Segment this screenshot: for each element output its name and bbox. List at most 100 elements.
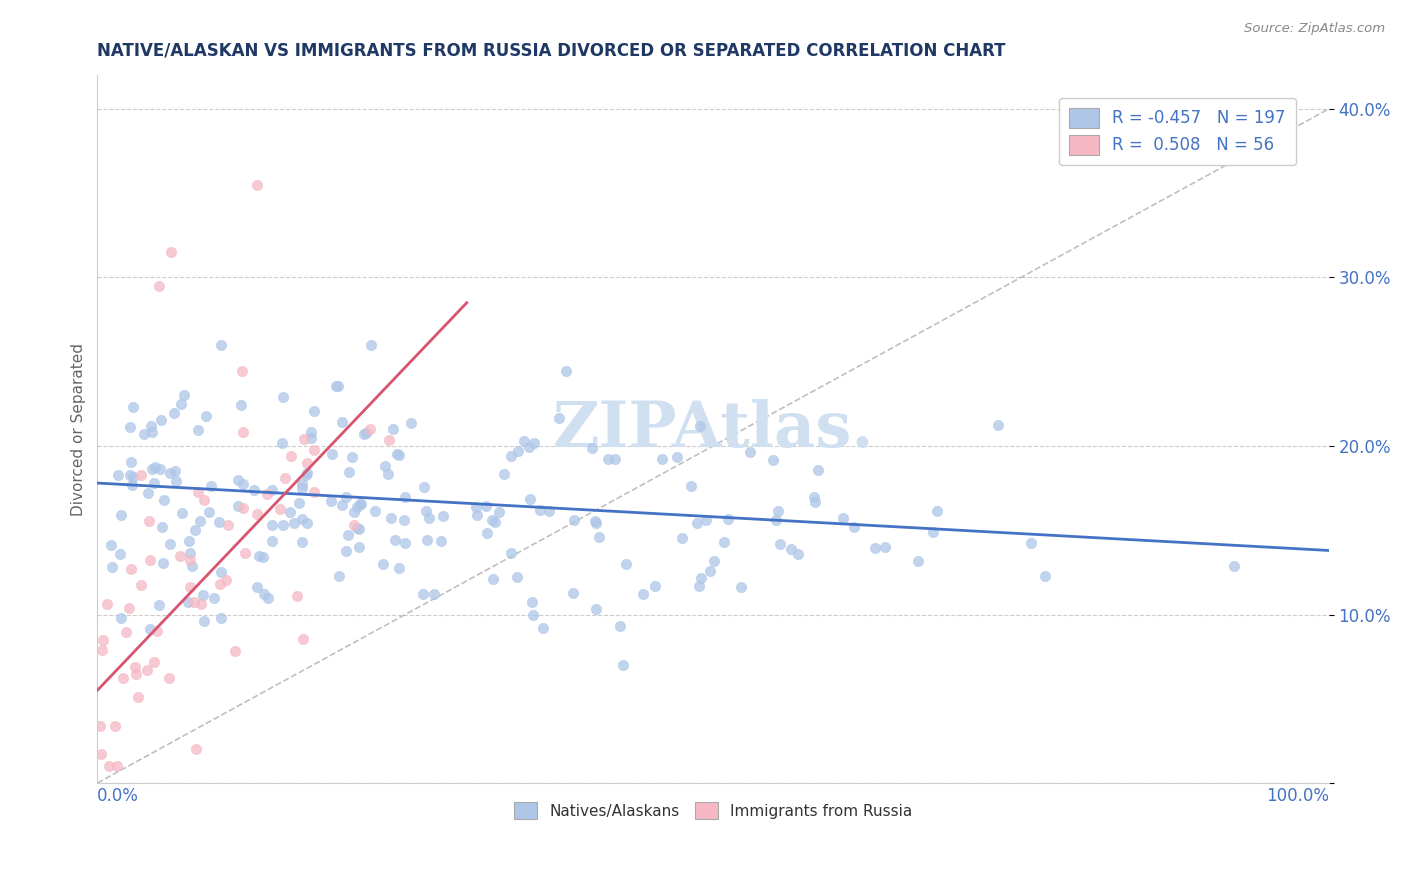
Point xyxy=(412,480,434,494)
Point xyxy=(107,468,129,483)
Point xyxy=(488,505,510,519)
Point xyxy=(274,471,297,485)
Point xyxy=(273,390,295,404)
Point xyxy=(112,671,135,685)
Point xyxy=(278,505,301,519)
Point xyxy=(295,456,318,470)
Point xyxy=(418,511,440,525)
Point xyxy=(343,505,366,519)
Point xyxy=(1019,536,1042,550)
Text: Source: ZipAtlas.com: Source: ZipAtlas.com xyxy=(1244,22,1385,36)
Point xyxy=(187,423,209,437)
Point xyxy=(337,527,360,541)
Point xyxy=(179,553,201,567)
Point xyxy=(118,420,141,434)
Point xyxy=(110,508,132,522)
Point xyxy=(232,476,254,491)
Point xyxy=(501,546,523,560)
Text: 0.0%: 0.0% xyxy=(97,787,139,805)
Point xyxy=(665,450,688,465)
Point xyxy=(217,518,239,533)
Point xyxy=(803,490,825,504)
Point xyxy=(423,586,446,600)
Point xyxy=(118,601,141,615)
Point xyxy=(384,533,406,548)
Point xyxy=(907,553,929,567)
Point xyxy=(537,504,560,518)
Point xyxy=(922,525,945,540)
Point xyxy=(288,496,311,510)
Point xyxy=(295,467,318,482)
Point xyxy=(231,364,253,378)
Point xyxy=(335,490,357,504)
Point xyxy=(193,589,215,603)
Point xyxy=(108,547,131,561)
Point xyxy=(364,504,387,518)
Point xyxy=(165,464,187,478)
Point xyxy=(228,473,250,487)
Point xyxy=(260,534,283,549)
Point xyxy=(209,611,232,625)
Point xyxy=(392,513,415,527)
Point xyxy=(688,579,710,593)
Point xyxy=(176,594,198,608)
Point xyxy=(529,502,551,516)
Point xyxy=(141,461,163,475)
Point xyxy=(519,492,541,507)
Point xyxy=(631,587,654,601)
Point xyxy=(350,496,373,510)
Point xyxy=(304,484,326,499)
Point xyxy=(120,562,142,576)
Point xyxy=(394,536,416,550)
Text: NATIVE/ALASKAN VS IMMIGRANTS FROM RUSSIA DIVORCED OR SEPARATED CORRELATION CHART: NATIVE/ALASKAN VS IMMIGRANTS FROM RUSSIA… xyxy=(97,42,1005,60)
Legend: Natives/Alaskans, Immigrants from Russia: Natives/Alaskans, Immigrants from Russia xyxy=(508,796,918,825)
Point xyxy=(208,577,231,591)
Point xyxy=(226,500,249,514)
Point xyxy=(508,443,530,458)
Point xyxy=(730,580,752,594)
Point xyxy=(335,544,357,558)
Point xyxy=(100,538,122,552)
Point xyxy=(346,500,368,515)
Point xyxy=(200,479,222,493)
Point xyxy=(432,508,454,523)
Point xyxy=(118,468,141,483)
Point xyxy=(598,451,620,466)
Point xyxy=(105,759,128,773)
Point xyxy=(285,590,308,604)
Point xyxy=(762,452,785,467)
Point xyxy=(146,624,169,638)
Point xyxy=(328,569,350,583)
Point xyxy=(188,514,211,528)
Point xyxy=(134,426,156,441)
Point xyxy=(347,541,370,555)
Point xyxy=(252,549,274,564)
Point xyxy=(143,476,166,491)
Point xyxy=(252,587,274,601)
Point xyxy=(738,445,761,459)
Point xyxy=(256,487,278,501)
Point xyxy=(713,535,735,549)
Point xyxy=(127,690,149,705)
Point xyxy=(465,508,488,523)
Point xyxy=(585,601,607,615)
Text: 100.0%: 100.0% xyxy=(1265,787,1329,805)
Point xyxy=(299,425,322,440)
Point xyxy=(517,440,540,454)
Point xyxy=(90,747,112,761)
Point xyxy=(121,470,143,484)
Point xyxy=(122,400,145,414)
Point xyxy=(224,644,246,658)
Point xyxy=(291,477,314,491)
Point xyxy=(195,409,218,424)
Point xyxy=(163,406,186,420)
Point xyxy=(202,591,225,605)
Point xyxy=(842,520,865,534)
Point xyxy=(780,541,803,556)
Point xyxy=(139,622,162,636)
Point xyxy=(416,533,439,548)
Point xyxy=(170,397,193,411)
Point xyxy=(148,598,170,612)
Point xyxy=(181,559,204,574)
Point xyxy=(160,245,183,260)
